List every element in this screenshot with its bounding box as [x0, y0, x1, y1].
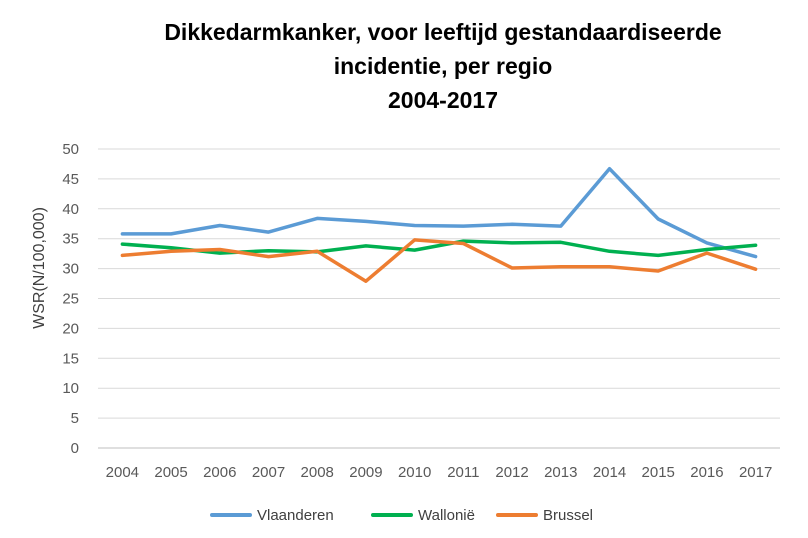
y-axis-label: WSR(N/100,000) [31, 207, 48, 329]
y-tick-label: 45 [62, 171, 79, 188]
x-tick-label: 2011 [447, 464, 479, 481]
x-tick-label: 2016 [690, 464, 723, 481]
y-tick-label: 5 [71, 410, 79, 427]
gridlines [98, 148, 780, 449]
x-tick-label: 2013 [544, 464, 577, 481]
series-line-vlaanderen [120, 166, 758, 259]
series-lines [120, 166, 758, 283]
y-tick-label: 15 [62, 350, 79, 367]
y-tick-label: 25 [62, 291, 79, 308]
x-tick-label: 2005 [154, 464, 187, 481]
legend-label: Wallonië [418, 507, 475, 524]
x-tick-label: 2009 [349, 464, 382, 481]
y-tick-label: 40 [62, 201, 79, 218]
chart-title-line-3: 2004-2017 [388, 87, 498, 113]
legend: Vlaanderen Wallonië Brussel [210, 507, 593, 524]
x-tick-label: 2017 [739, 464, 772, 481]
y-tick-label: 30 [62, 261, 79, 278]
y-tick-label: 10 [62, 380, 79, 397]
y-tick-label: 0 [71, 440, 79, 457]
x-tick-label: 2014 [593, 464, 626, 481]
y-tick-label: 50 [62, 141, 79, 158]
x-axis-ticks: 2004 2005 2006 2007 2008 2009 2010 2011 2012 2013… [106, 464, 773, 481]
chart-title-line-1: Dikkedarmkanker, voor leeftijd gestandaa… [164, 19, 721, 45]
y-tick-label: 20 [62, 320, 79, 337]
x-tick-label: 2010 [398, 464, 431, 481]
legend-label: Vlaanderen [257, 507, 334, 524]
x-tick-label: 2008 [301, 464, 334, 481]
x-tick-label: 2004 [106, 464, 139, 481]
y-tick-label: 35 [62, 231, 79, 248]
legend-label: Brussel [543, 507, 593, 524]
x-tick-label: 2012 [495, 464, 528, 481]
chart-title-line-2: incidentie, per regio [334, 53, 553, 79]
series-line-brussel [120, 238, 758, 283]
x-tick-label: 2015 [642, 464, 675, 481]
x-tick-label: 2007 [252, 464, 285, 481]
y-axis-ticks: 0 5 10 15 20 25 30 35 40 45 50 [62, 141, 79, 457]
series-line-walloni- [120, 239, 758, 258]
x-tick-label: 2006 [203, 464, 236, 481]
